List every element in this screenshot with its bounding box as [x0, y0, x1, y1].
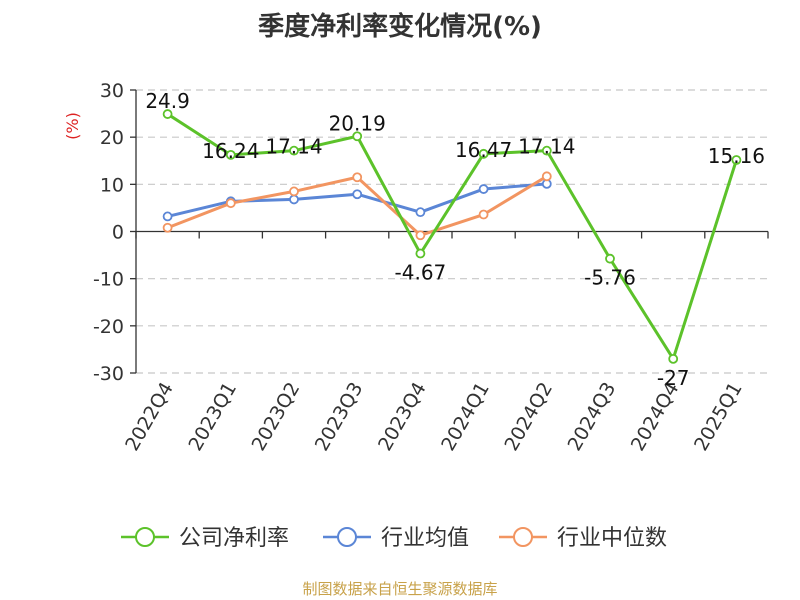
x-tick-label: 2025Q1: [690, 379, 747, 455]
y-axis-title: (%): [63, 112, 82, 140]
data-point: [352, 131, 363, 142]
data-label: 17.14: [265, 135, 322, 159]
data-label: 20.19: [329, 111, 386, 135]
legend-marker: [337, 527, 357, 547]
y-tick-label: 20: [100, 127, 124, 149]
data-point: [162, 222, 173, 233]
data-point: [162, 211, 173, 222]
legend-label: 行业均值: [381, 526, 469, 551]
y-tick-label: 10: [100, 174, 124, 196]
data-label: -5.76: [584, 266, 636, 290]
data-point: [415, 207, 426, 218]
data-point: [352, 189, 363, 200]
x-tick-label: 2023Q1: [184, 379, 241, 455]
x-tick-label: 2024Q4: [627, 379, 684, 455]
data-point: [541, 145, 552, 156]
x-tick-label: 2024Q2: [500, 379, 557, 455]
y-tick-label: -30: [93, 363, 124, 385]
x-tick-label: 2022Q4: [121, 379, 178, 455]
x-tick-label: 2024Q1: [437, 378, 494, 454]
data-point: [162, 109, 173, 119]
data-point: [731, 155, 742, 165]
x-tick-label: 2023Q2: [248, 379, 305, 455]
x-tick-label: 2023Q4: [374, 379, 431, 455]
data-point: [415, 230, 426, 241]
data-point: [415, 248, 426, 259]
data-label: 17.14: [518, 135, 575, 159]
chart-title: 季度净利率变化情况(%): [258, 12, 542, 42]
series-line-2: [167, 175, 548, 237]
x-tick-label: 2023Q3: [311, 379, 368, 455]
data-label: 16.24: [202, 139, 259, 163]
data-point: [352, 172, 363, 183]
data-point: [225, 198, 236, 209]
legend: 公司净利率 行业均值 行业中位数: [121, 526, 667, 551]
data-point: [541, 171, 552, 182]
data-label: -27: [657, 366, 690, 390]
y-tick-label: -20: [93, 316, 124, 338]
data-point: [605, 253, 615, 264]
data-label: -4.67: [395, 261, 447, 285]
data-label: 15.16: [708, 144, 765, 168]
data-point: [478, 184, 489, 194]
data-point: [289, 194, 299, 205]
y-tick-label: 30: [100, 80, 124, 102]
data-point: [225, 150, 236, 160]
legend-label: 公司净利率: [179, 526, 289, 551]
data-point: [289, 186, 299, 197]
y-tick-label: -10: [93, 269, 124, 291]
source-note: 制图数据来自恒生聚源数据库: [302, 580, 498, 598]
legend-marker: [513, 527, 533, 547]
data-point: [478, 148, 489, 159]
series-lines: [162, 109, 742, 364]
x-tick-label: 2024Q3: [564, 379, 621, 455]
series-line-0: [166, 112, 738, 361]
legend-label: 行业中位数: [557, 526, 667, 551]
data-point: [668, 353, 679, 364]
data-label: 16.47: [455, 138, 512, 162]
data-point: [289, 145, 299, 156]
grid-lines: [136, 89, 768, 374]
y-tick-label: 0: [112, 222, 124, 244]
data-point: [478, 209, 489, 220]
legend-marker: [135, 527, 155, 547]
data-label: 24.9: [145, 89, 190, 113]
